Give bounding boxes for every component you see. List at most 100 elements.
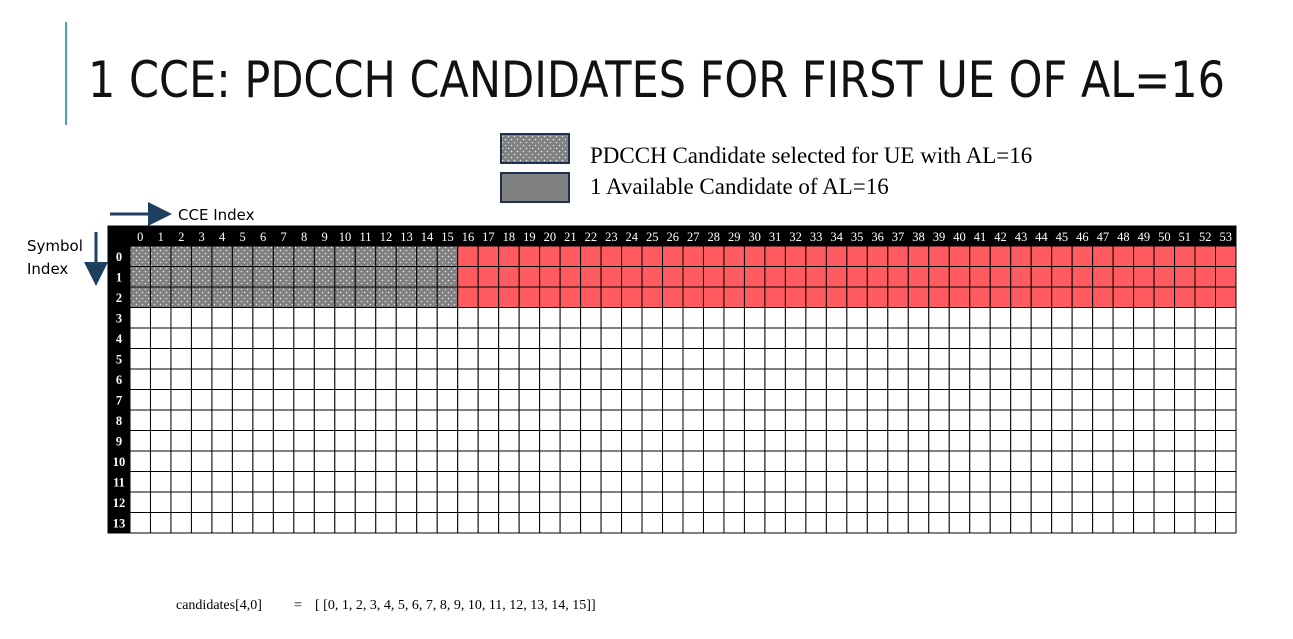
column-label: 0 [137,230,143,244]
column-label: 12 [380,230,393,244]
y-axis-label: Symbol [27,237,83,255]
cell [600,409,623,431]
cell [723,389,745,411]
column-label: 29 [728,230,741,244]
cell [1112,245,1135,267]
cell [928,368,950,390]
cell [846,389,868,411]
cell [539,512,561,534]
cell [1112,409,1135,431]
cell [969,348,991,370]
cell [231,368,254,390]
cell [989,512,1012,534]
cell [395,286,418,308]
cell [313,450,336,472]
cell [682,512,704,534]
cell [948,512,971,534]
x-axis-label: CCE Index [178,206,255,224]
cell [211,409,233,431]
cell [580,450,602,472]
cell [1092,512,1114,534]
cell [1174,409,1196,431]
cell [1030,266,1053,288]
cell [682,348,704,370]
column-label: 43 [1015,230,1028,244]
cell [1071,491,1094,513]
cell [887,512,909,534]
column-label: 7 [280,230,286,244]
cell [1010,348,1032,370]
cell [948,245,971,267]
cell [621,245,643,267]
cell [252,430,274,452]
column-label: 31 [769,230,782,244]
cell [846,327,868,349]
cell [1133,368,1155,390]
cell [866,450,889,472]
cell [948,307,971,329]
grid-border [107,225,1237,534]
cell [190,512,213,534]
cell [477,389,500,411]
column-label: 1 [158,230,164,244]
cell [313,389,336,411]
cell [1092,389,1114,411]
cell [559,348,582,370]
cell [1092,348,1114,370]
cell [1194,307,1217,329]
cell [170,491,192,513]
cell [928,471,950,493]
column-label: 49 [1138,230,1151,244]
cell [1010,389,1032,411]
cell [1092,266,1114,288]
cell [477,471,500,493]
cell [887,491,909,513]
cell [518,389,541,411]
cell [1112,368,1135,390]
slide-title: 1 CCE: PDCCH CANDIDATES FOR FIRST UE OF … [88,51,1225,109]
cell [477,327,500,349]
cell [416,389,438,411]
cell [1194,286,1217,308]
cell [313,245,336,267]
cell [784,245,807,267]
column-label: 51 [1179,230,1192,244]
cell [928,266,950,288]
cell [887,266,909,288]
row-label: 12 [113,496,126,510]
cell [416,245,438,267]
cell [764,245,786,267]
cell [375,266,397,288]
cell [1215,266,1237,288]
cell [149,389,172,411]
cell [395,266,418,288]
cell [600,389,623,411]
cell [989,409,1012,431]
cell [805,286,827,308]
cell [662,307,684,329]
cell [743,430,766,452]
cell [1133,409,1155,431]
cell [702,307,725,329]
cell [1092,368,1114,390]
cell [1194,266,1217,288]
cell [1174,430,1196,452]
column-label: 53 [1220,230,1233,244]
cell [1153,389,1176,411]
cell [539,389,561,411]
cell [723,491,745,513]
cell [190,409,213,431]
cell [662,512,684,534]
cell [1010,430,1032,452]
cell [907,327,930,349]
cell [989,389,1012,411]
cell [989,307,1012,329]
cell [1174,512,1196,534]
cell [477,491,500,513]
y-axis-label: Index [27,260,68,278]
cell [866,389,889,411]
cell [989,430,1012,452]
cell [764,430,786,452]
cell [928,286,950,308]
cell [252,389,274,411]
